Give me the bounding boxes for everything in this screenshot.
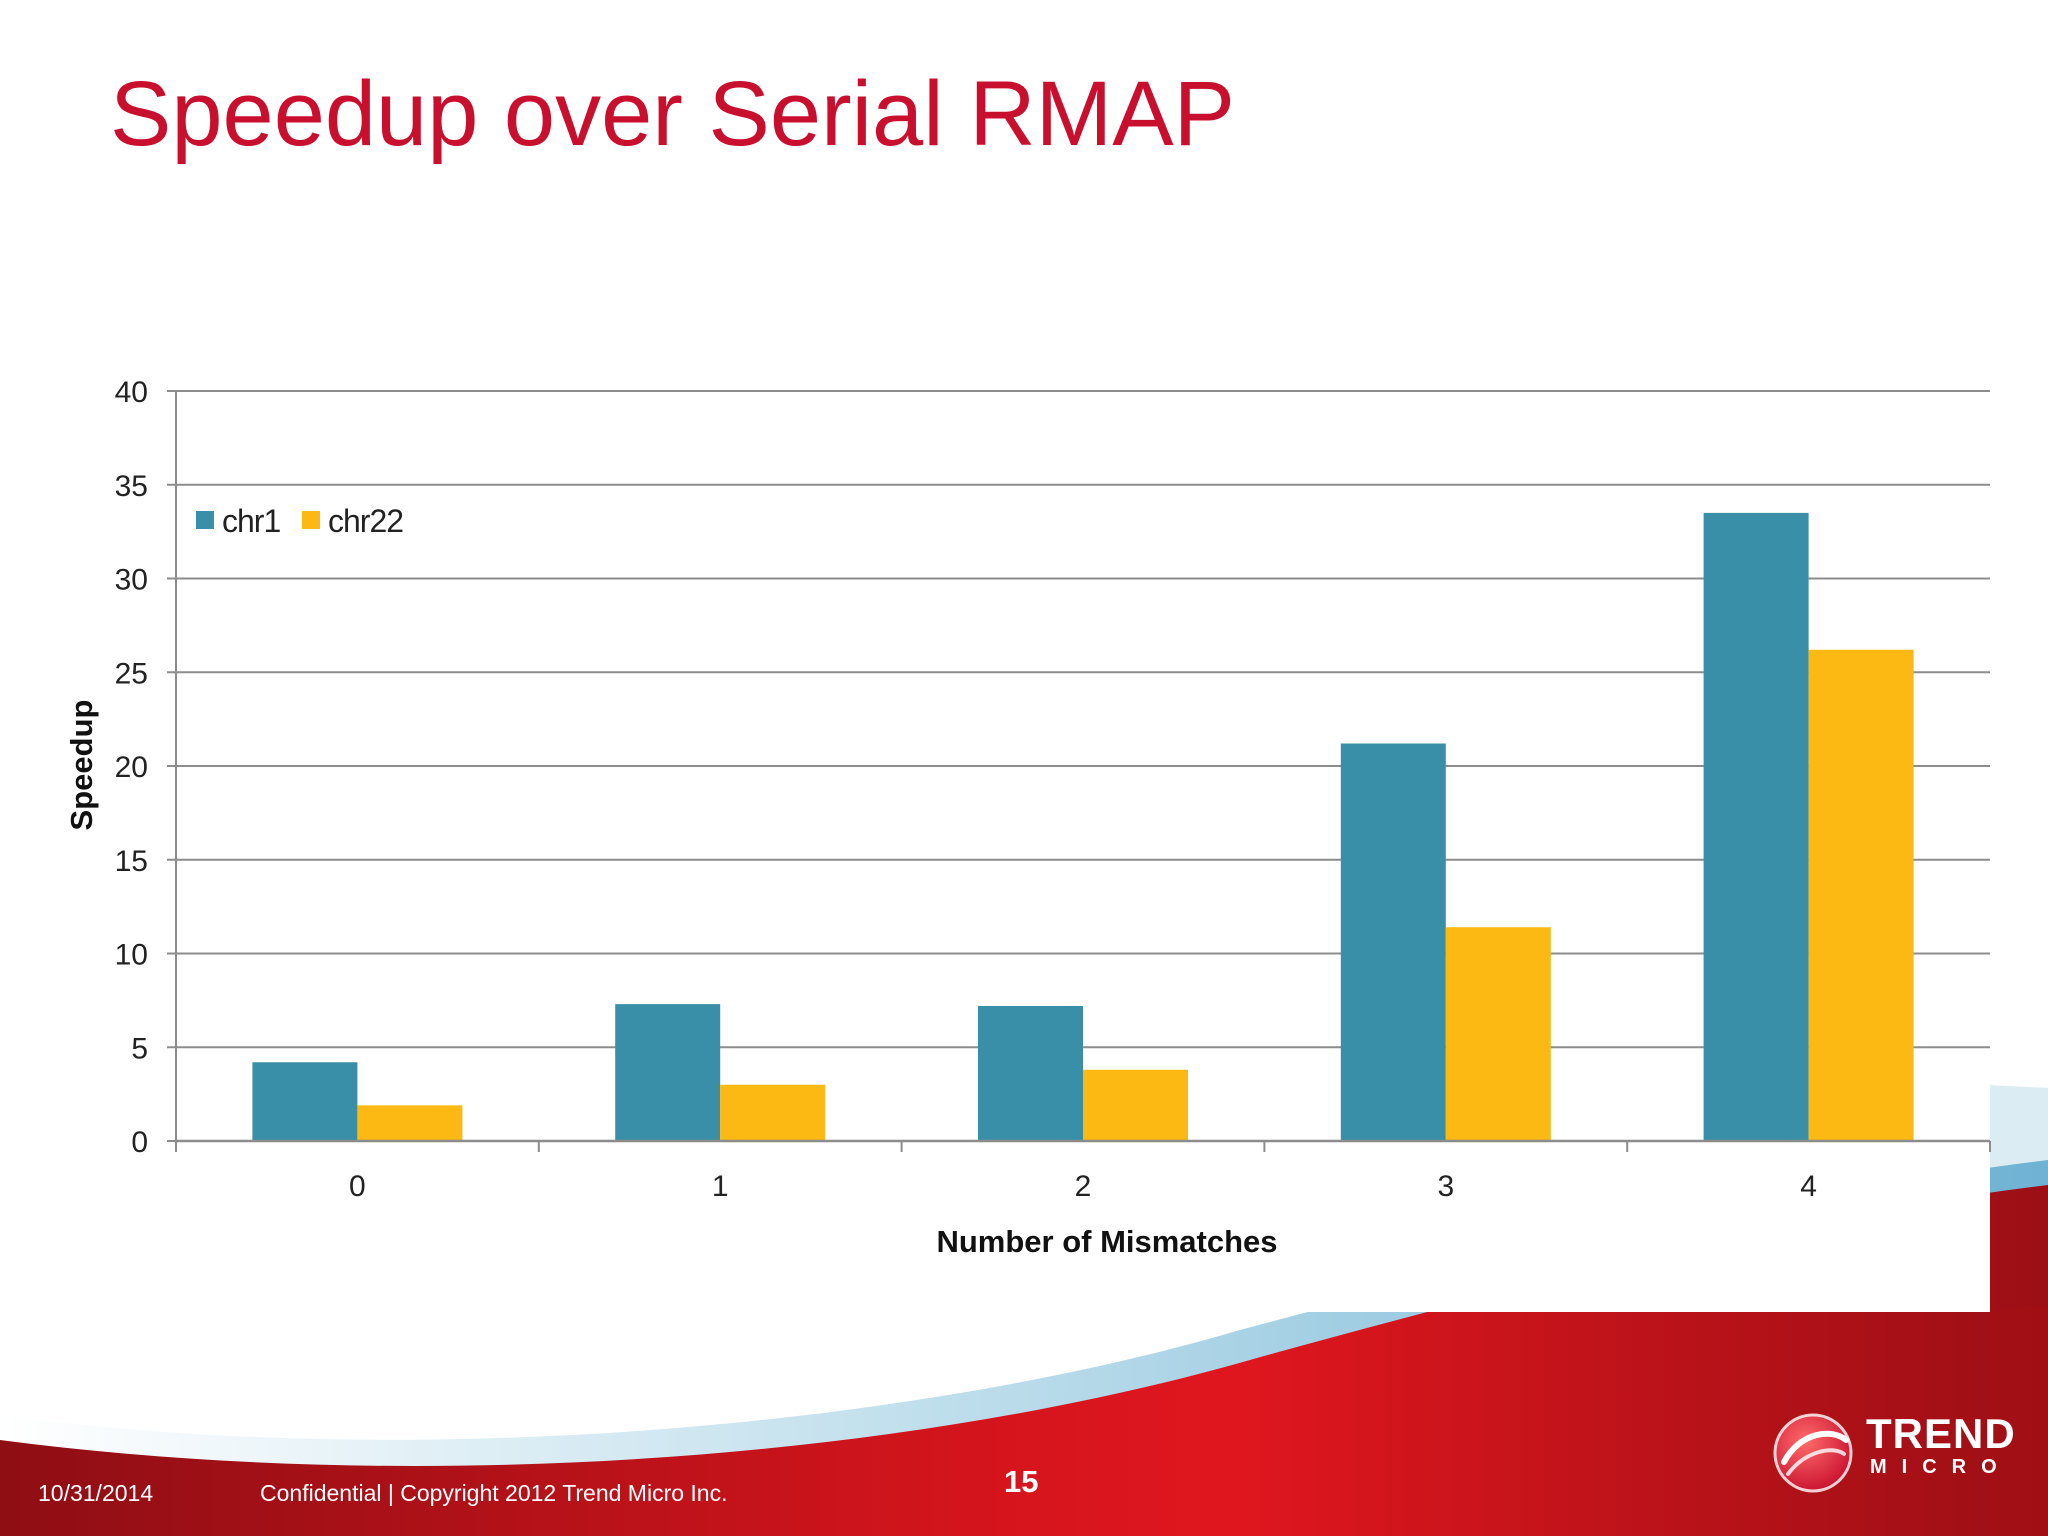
bar-chr1-4 xyxy=(1703,512,1809,1141)
y-tick-label: 20 xyxy=(115,751,148,784)
trend-micro-ball-icon xyxy=(1773,1413,1853,1493)
legend: chr1 chr22 xyxy=(196,503,404,539)
x-tick-label: 3 xyxy=(1437,1170,1454,1203)
y-tick-label: 15 xyxy=(115,845,148,878)
y-tick-label: 5 xyxy=(131,1032,148,1065)
bar-chr1-1 xyxy=(615,1004,721,1141)
x-axis xyxy=(175,1139,1991,1152)
page-number: 15 xyxy=(1004,1464,1039,1499)
y-tick-label: 35 xyxy=(115,470,148,503)
footer-date: 10/31/2014 xyxy=(38,1480,154,1506)
x-tick-label: 0 xyxy=(349,1170,366,1203)
y-tick-labels: 0 5 10 15 20 25 30 35 40 xyxy=(115,376,148,1159)
bars xyxy=(252,512,1914,1141)
y-axis-title: Speedup xyxy=(64,700,99,831)
logo-word-micro: MICRO xyxy=(1870,1456,2012,1478)
bar-chr22-1 xyxy=(720,1084,826,1141)
slide-title: Speedup over Serial RMAP xyxy=(110,63,1236,165)
x-tick-label: 2 xyxy=(1075,1170,1092,1203)
logo-word-trend: TREND xyxy=(1866,1410,2016,1457)
bar-chr22-2 xyxy=(1083,1069,1188,1141)
y-tick-label: 10 xyxy=(115,939,148,972)
y-tick-label: 40 xyxy=(115,376,148,409)
y-tick-label: 25 xyxy=(115,657,148,690)
y-tick-label: 30 xyxy=(115,564,148,597)
y-tick-label: 0 xyxy=(131,1126,148,1159)
x-tick-label: 4 xyxy=(1800,1170,1817,1203)
legend-label-chr1: chr1 xyxy=(222,503,280,539)
x-tick-label: 1 xyxy=(712,1170,729,1203)
trend-micro-logo: TREND MICRO xyxy=(1770,1408,2020,1498)
bar-chr22-4 xyxy=(1808,649,1914,1141)
x-axis-title: Number of Mismatches xyxy=(936,1224,1277,1259)
footer-copyright: Confidential | Copyright 2012 Trend Micr… xyxy=(260,1480,728,1506)
legend-label-chr22: chr22 xyxy=(328,503,403,539)
bar-chr22-0 xyxy=(357,1105,463,1141)
x-tick-labels: 0 1 2 3 4 xyxy=(349,1170,1817,1203)
bar-chr22-3 xyxy=(1445,927,1551,1141)
legend-swatch-chr22 xyxy=(302,511,320,529)
bar-chr1-3 xyxy=(1340,743,1446,1141)
bar-chr1-0 xyxy=(252,1062,358,1141)
y-gridlines xyxy=(167,390,1990,1142)
footer-swoosh xyxy=(0,1085,2048,1536)
bar-chr1-2 xyxy=(978,1006,1083,1141)
legend-swatch-chr1 xyxy=(196,511,214,529)
